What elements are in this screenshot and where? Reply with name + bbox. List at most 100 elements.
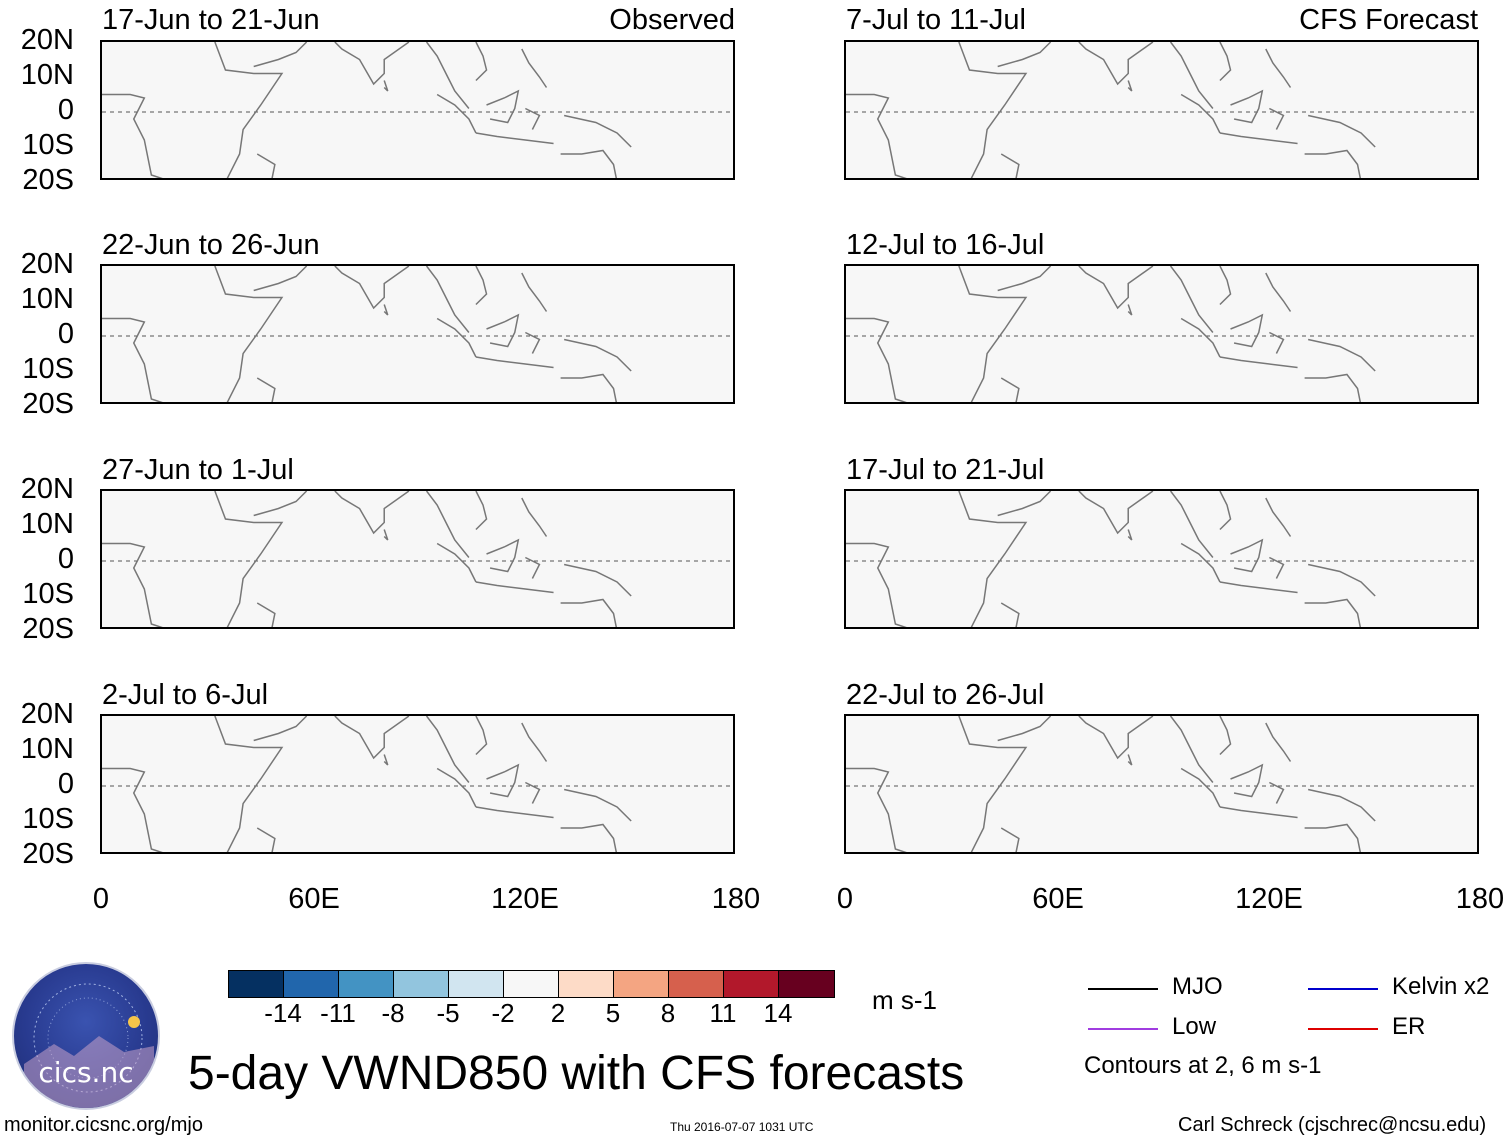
- x-tick-label: 120E: [491, 883, 559, 915]
- coastline: [256, 153, 276, 178]
- coastline: [997, 266, 1052, 292]
- colorbar-swatch: [339, 971, 394, 997]
- coastline: [475, 491, 488, 531]
- coastline: [1180, 317, 1221, 358]
- coastline: [253, 491, 308, 517]
- forecast-panel-1: [844, 40, 1479, 180]
- coastline: [253, 716, 308, 742]
- y-tick-label: 0: [57, 318, 74, 350]
- panel-title: 22-Jun to 26-Jun: [102, 229, 320, 261]
- coastline: [1169, 491, 1214, 558]
- coastline: [1000, 602, 1020, 627]
- map-overlay: [102, 266, 733, 402]
- footer-timestamp: Thu 2016-07-07 1031 UTC: [670, 1120, 814, 1134]
- coastline: [436, 317, 477, 358]
- coastline: [1078, 716, 1154, 760]
- coastline: [102, 93, 163, 178]
- coastline: [846, 542, 907, 627]
- x-tick-label: 180: [711, 883, 761, 915]
- coastline: [525, 331, 541, 354]
- coastline: [1000, 827, 1020, 852]
- y-tick-label: 20S: [22, 388, 74, 420]
- coastline: [1269, 556, 1285, 579]
- panel-title: 2-Jul to 6-Jul: [102, 679, 269, 711]
- y-tick-label: 20N: [20, 473, 74, 505]
- coastline: [475, 806, 554, 819]
- coastline: [1180, 542, 1221, 583]
- coastline: [563, 563, 632, 597]
- coastline: [425, 491, 470, 558]
- coastline: [1219, 806, 1298, 819]
- coastline: [425, 42, 470, 109]
- coastline: [560, 149, 618, 178]
- coastline: [563, 114, 632, 148]
- coastline: [436, 542, 477, 583]
- coastline: [214, 42, 284, 178]
- colorbar-swatch: [449, 971, 504, 997]
- coastline: [1127, 754, 1133, 766]
- coastline: [425, 266, 470, 333]
- y-tick-label: 10N: [20, 508, 74, 540]
- y-tick-label: 10S: [22, 803, 74, 835]
- observed-panel-2: [100, 264, 735, 404]
- y-tick-label: 20S: [22, 164, 74, 196]
- coastline: [525, 107, 541, 130]
- coastline: [334, 42, 410, 86]
- coastline: [1265, 272, 1292, 312]
- coastline: [1307, 114, 1376, 148]
- coastline: [102, 317, 163, 402]
- map-overlay: [846, 491, 1477, 627]
- coastline: [521, 722, 548, 762]
- coastline: [334, 491, 410, 535]
- y-tick-label: 10S: [22, 353, 74, 385]
- y-tick-label: 10S: [22, 578, 74, 610]
- coastline: [1230, 89, 1264, 124]
- coastline: [1000, 377, 1020, 402]
- colorbar-label: -14: [264, 998, 302, 1028]
- x-tick-label: 0: [836, 883, 854, 915]
- map-overlay: [846, 266, 1477, 402]
- coastline: [475, 132, 554, 145]
- coastline: [256, 602, 276, 627]
- coastline: [1265, 497, 1292, 537]
- map-overlay: [102, 42, 733, 178]
- colorbar-swatch: [724, 971, 779, 997]
- colorbar-label: -5: [436, 998, 460, 1028]
- colorbar-swatch: [559, 971, 614, 997]
- panel-title: 17-Jun to 21-Jun: [102, 4, 320, 36]
- colorbar-swatch: [229, 971, 284, 997]
- coastline: [521, 272, 548, 312]
- coastline: [475, 716, 488, 756]
- coastline: [436, 767, 477, 808]
- coastline: [1304, 149, 1362, 178]
- observed-label: Observed: [609, 4, 735, 36]
- legend-mjo-label: MJO: [1172, 973, 1223, 1000]
- coastline: [475, 266, 488, 306]
- y-tick-label: 20N: [20, 24, 74, 56]
- coastline: [1307, 788, 1376, 822]
- coastline: [102, 542, 163, 627]
- coastline: [1219, 266, 1232, 306]
- coastline: [1169, 716, 1214, 783]
- coastline: [486, 763, 520, 798]
- units-label: m s-1: [872, 985, 937, 1015]
- colorbar-label: -2: [491, 998, 515, 1028]
- coastline: [383, 529, 389, 541]
- colorbar-label: 2: [550, 998, 566, 1028]
- coastline: [1169, 42, 1214, 109]
- y-tick-label: 10N: [20, 733, 74, 765]
- coastline: [334, 716, 410, 760]
- coastline: [214, 491, 284, 627]
- coastline: [253, 266, 308, 292]
- main-title: 5-day VWND850 with CFS forecasts: [188, 1047, 965, 1100]
- coastline: [525, 556, 541, 579]
- coastline: [1219, 716, 1232, 756]
- x-tick-label: 120E: [1235, 883, 1303, 915]
- y-tick-label: 10N: [20, 59, 74, 91]
- coastline: [1230, 538, 1264, 573]
- legend-kelvin-label: Kelvin x2: [1392, 973, 1490, 1000]
- coastline: [1269, 107, 1285, 130]
- legend-mjo-line: [1088, 988, 1158, 990]
- cicsnc-logo: cics.nc: [12, 962, 160, 1110]
- x-tick-label: 0: [92, 883, 110, 915]
